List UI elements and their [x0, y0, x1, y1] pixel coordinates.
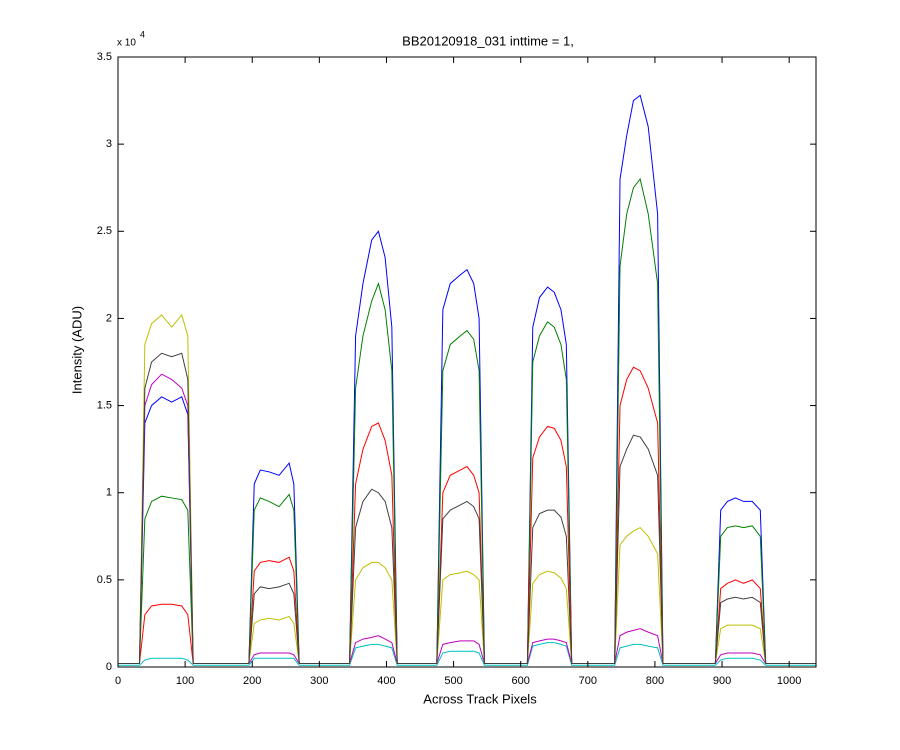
series-line [118, 373, 816, 665]
series-line [118, 642, 816, 666]
y-multiplier-exponent: 4 [140, 29, 145, 39]
y-tick-label: 2.5 [97, 225, 112, 237]
x-tick-label: 1000 [777, 675, 801, 687]
series-line [118, 366, 816, 665]
x-axis-label: Across Track Pixels [423, 691, 537, 706]
y-tick-label: 3.5 [97, 51, 112, 63]
chart-title: BB20120918_031 inttime = 1, [402, 33, 574, 48]
y-tick-label: 2 [106, 312, 112, 324]
y-tick-label: 1.5 [97, 399, 112, 411]
y-tick-label: 0 [106, 661, 112, 673]
x-tick-label: 700 [579, 675, 597, 687]
series-line [118, 313, 816, 665]
y-multiplier: x 10 [117, 38, 136, 49]
y-tick-label: 3 [106, 138, 112, 150]
y-axis-label: Intensity (ADU) [69, 306, 84, 394]
x-tick-label: 400 [377, 675, 395, 687]
plot-area [118, 57, 816, 667]
x-tick-label: 500 [444, 675, 462, 687]
x-tick-label: 100 [176, 675, 194, 687]
series-line [118, 177, 816, 665]
y-tick-label: 1 [106, 487, 112, 499]
x-tick-label: 800 [646, 675, 664, 687]
x-tick-label: 300 [310, 675, 328, 687]
x-tick-label: 600 [512, 675, 530, 687]
series-line [118, 352, 816, 665]
x-tick-label: 0 [115, 675, 121, 687]
axes-box [117, 56, 817, 668]
x-tick-label: 200 [243, 675, 261, 687]
y-tick-label: 0.5 [97, 574, 112, 586]
x-tick-label: 900 [713, 675, 731, 687]
